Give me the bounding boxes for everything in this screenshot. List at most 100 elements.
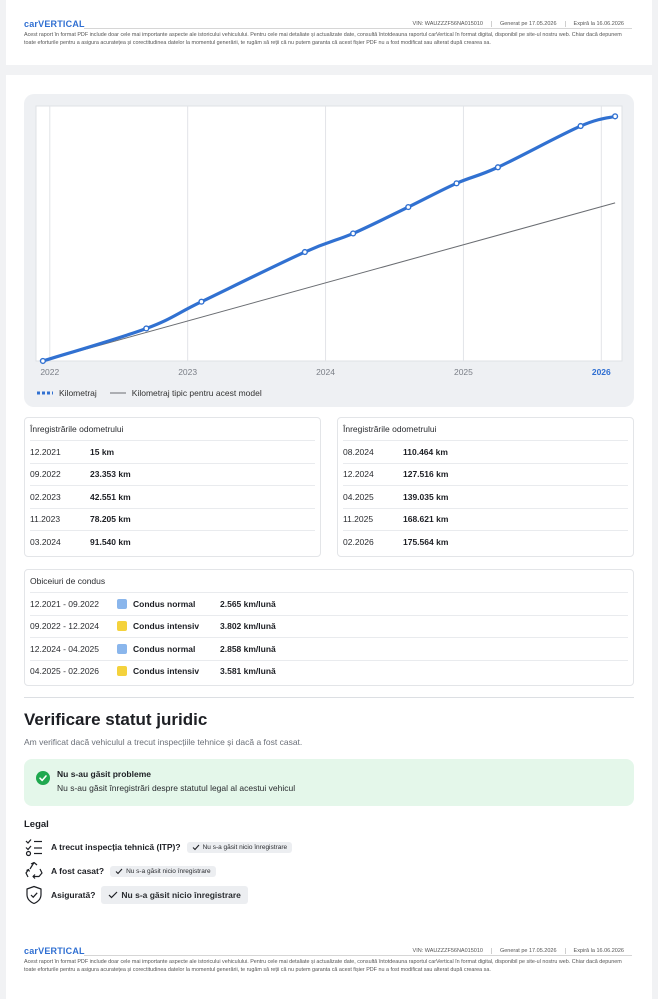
odometer-row: 03.2024 91.540 km <box>30 530 315 553</box>
odometer-row: 04.2025 139.035 km <box>343 485 628 508</box>
mileage-chart: 2022 2023 2024 2025 2026 Kilometraj Kilometr… <box>24 94 634 407</box>
disclaimer-text: Acest raport în format PDF include doar … <box>24 32 622 46</box>
odometer-row: 02.2023 42.551 km <box>30 485 315 508</box>
driving-habit-row: 12.2024 - 04.2025 Condus normal 2.858 km/l… <box>30 637 628 660</box>
mileage-chart-svg: 2022 2023 2024 2025 2026 <box>35 105 623 377</box>
legal-row-scrapped: A fost casat? Nu s-a găsit nicio înregis… <box>24 861 216 881</box>
driving-habit-row: 12.2021 - 09.2022 Condus normal 2.565 km/l… <box>30 592 628 615</box>
vin-label: VIN: WAUZZZF56NA015010 <box>412 21 483 27</box>
mileage-data-point <box>143 325 150 332</box>
no-record-label: Nu s-a găsit nicio înregistrare <box>121 890 241 900</box>
check-icon <box>108 891 118 899</box>
odometer-row: 12.2021 15 km <box>30 440 315 463</box>
odometer-km: 110.464 km <box>403 446 448 457</box>
chart-legend: Kilometraj Kilometraj tipic pentru acest… <box>36 388 274 398</box>
carvertical-logo: carVERTICAL <box>24 946 85 956</box>
odometer-date: 12.2021 <box>30 446 61 457</box>
odometer-km: 127.516 km <box>403 469 449 480</box>
odometer-km: 91.540 km <box>90 536 131 547</box>
mileage-data-point <box>350 230 357 237</box>
legend-item-typical: Kilometraj tipic pentru acest model <box>109 388 262 398</box>
driving-habits-title: Obiceiuri de condus <box>30 576 106 586</box>
odometer-table-title: Înregistrările odometrului <box>343 424 437 434</box>
main-card: 2022 2023 2024 2025 2026 Kilometraj Kilometr… <box>6 75 652 999</box>
series-mileage-line <box>41 114 617 363</box>
driving-habits-table: Obiceiuri de condus 12.2021 - 09.2022 Con… <box>24 569 634 686</box>
legal-row-insured: Asigurată? Nu s-a găsit nicio înregistra… <box>24 885 248 905</box>
mileage-data-point <box>39 357 46 365</box>
disclaimer-text: Acest raport în format PDF include doar … <box>24 959 622 973</box>
odometer-row: 02.2026 175.564 km <box>343 530 628 553</box>
habit-color-swatch <box>117 666 127 677</box>
odometer-km: 23.353 km <box>90 469 131 480</box>
generated-date: Generat pe 17.05.2026 <box>490 21 565 27</box>
legal-heading: Legal <box>24 819 49 830</box>
odometer-row: 11.2025 168.621 km <box>343 507 628 531</box>
x-tick-label: 2024 <box>316 367 335 377</box>
odometer-km: 78.205 km <box>90 514 131 525</box>
habit-rate: 2.565 km/lună <box>220 598 276 609</box>
no-problems-banner: Nu s-au găsit probleme Nu s-au găsit înr… <box>24 759 634 806</box>
mileage-data-point <box>494 164 502 171</box>
odometer-km: 42.551 km <box>90 491 131 502</box>
odometer-km: 15 km <box>90 446 115 457</box>
odometer-table-title: Înregistrările odometrului <box>30 424 124 434</box>
mileage-data-point <box>405 203 412 211</box>
header-meta: VIN: WAUZZZF56NA015010 Generat pe 17.05.… <box>405 948 632 954</box>
legend-label-typical: Kilometraj tipic pentru acest model <box>131 388 262 398</box>
habit-period: 12.2024 - 04.2025 <box>30 643 100 654</box>
habit-rate: 2.858 km/lună <box>220 643 276 654</box>
odometer-table-right: Înregistrările odometrului 08.2024 110.46… <box>337 417 634 557</box>
odometer-date: 08.2024 <box>343 446 374 457</box>
habit-color-swatch <box>117 621 127 632</box>
habit-period: 09.2022 - 12.2024 <box>30 621 100 632</box>
checklist-icon <box>25 839 42 857</box>
mileage-data-point <box>453 180 460 187</box>
header-rule <box>84 28 632 29</box>
generated-date: Generat pe 17.05.2026 <box>490 948 565 954</box>
odometer-table-left: Înregistrările odometrului 12.2021 15 km 0… <box>24 417 321 557</box>
odometer-date: 12.2024 <box>343 469 374 480</box>
odometer-row: 09.2022 23.353 km <box>30 462 315 486</box>
x-tick-label: 2026 <box>592 367 611 377</box>
no-record-pill: Nu s-a găsit nicio înregistrare <box>110 865 216 877</box>
habit-style: Condus intensiv <box>133 666 200 677</box>
odometer-row: 08.2024 110.464 km <box>343 440 628 463</box>
mileage-data-point <box>612 113 619 120</box>
odometer-row: 12.2024 127.516 km <box>343 462 628 486</box>
odometer-date: 03.2024 <box>30 536 61 547</box>
habit-rate: 3.581 km/lună <box>220 666 276 677</box>
legal-section-subtitle: Am verificat dacă vehiculul a trecut ins… <box>24 737 303 747</box>
habit-period: 04.2025 - 02.2026 <box>30 666 100 677</box>
expiry-date: Expiră la 16.06.2026 <box>564 21 632 27</box>
habit-color-swatch <box>117 598 127 609</box>
odometer-row: 11.2023 78.205 km <box>30 507 315 531</box>
section-divider <box>24 697 634 698</box>
status-text: Nu s-au găsit înregistrări despre statut… <box>57 783 296 793</box>
habit-period: 12.2021 - 09.2022 <box>30 598 100 609</box>
mileage-data-point <box>577 122 584 130</box>
driving-habit-row: 09.2022 - 12.2024 Condus intensiv 3.802 km… <box>30 614 628 638</box>
expiry-date: Expiră la 16.06.2026 <box>564 948 632 954</box>
legend-swatch-mileage <box>37 391 53 395</box>
shield-check-icon <box>26 885 42 905</box>
no-record-label: Nu s-a găsit nicio înregistrare <box>202 843 288 851</box>
odometer-date: 02.2023 <box>30 491 61 502</box>
odometer-date: 04.2025 <box>343 491 374 502</box>
mileage-data-point <box>301 248 308 256</box>
no-record-pill: Nu s-a găsit nicio înregistrare <box>101 886 248 904</box>
check-icon <box>192 844 199 850</box>
odometer-date: 11.2025 <box>343 514 374 525</box>
x-tick-label: 2023 <box>178 367 197 377</box>
x-tick-label: 2025 <box>454 367 473 377</box>
x-tick-label: 2022 <box>40 367 59 377</box>
legal-section-title: Verificare statut juridic <box>24 710 208 729</box>
odometer-km: 139.035 km <box>403 491 449 502</box>
habit-color-swatch <box>117 643 127 654</box>
chart-plot-area <box>35 105 623 362</box>
header-rule <box>84 955 632 956</box>
vin-label: VIN: WAUZZZF56NA015010 <box>412 948 483 954</box>
odometer-date: 09.2022 <box>30 469 61 480</box>
odometer-km: 168.621 km <box>403 514 449 525</box>
legal-question: A trecut inspecția tehnică (ITP)? <box>51 842 181 852</box>
